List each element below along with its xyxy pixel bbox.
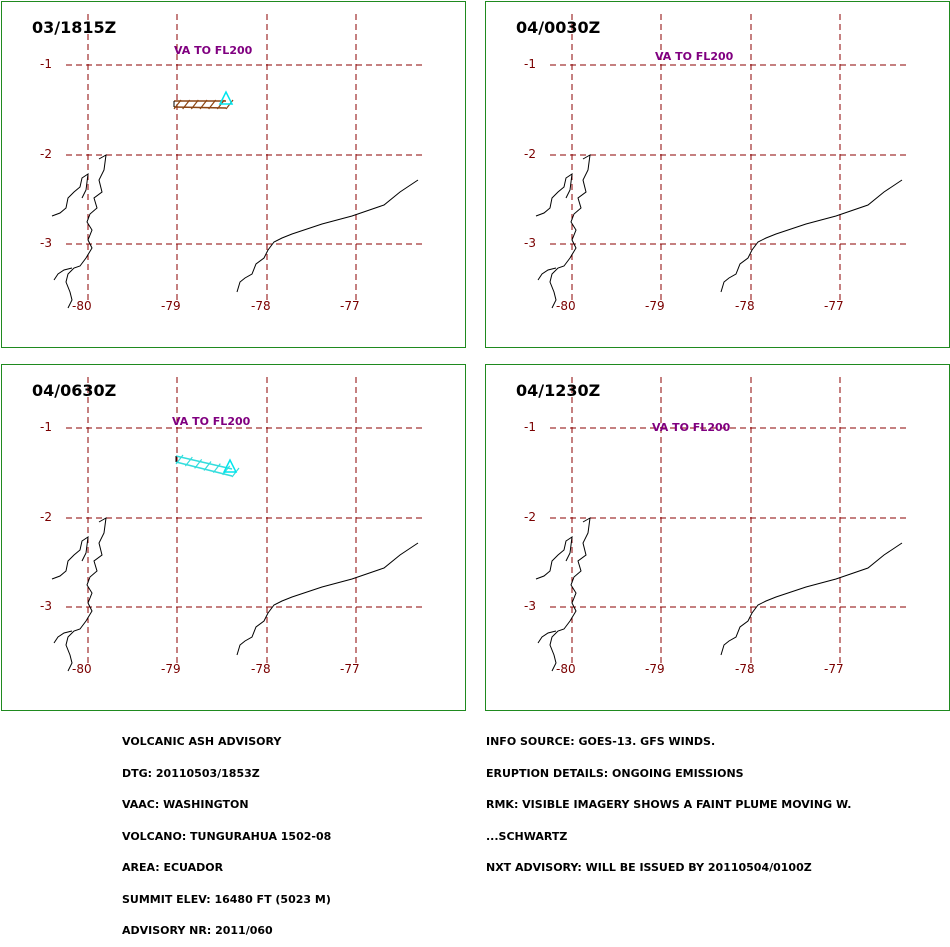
longitude-tick-label: -77 bbox=[824, 299, 844, 313]
country-border bbox=[720, 542, 903, 656]
latitude-tick-label: -2 bbox=[40, 510, 52, 524]
map-panel: 03/1815Z VA TO FL200 -1 -2 -3 -80 -79 -78 -77 bbox=[1, 1, 466, 348]
longitude-tick-label: -80 bbox=[72, 662, 92, 676]
latitude-tick-label: -2 bbox=[524, 510, 536, 524]
longitude-tick-label: -77 bbox=[340, 299, 360, 313]
latitude-tick-label: -3 bbox=[40, 599, 52, 613]
advisory-line: INFO SOURCE: GOES-13. GFS WINDS. bbox=[486, 735, 716, 748]
ash-plume bbox=[173, 99, 234, 110]
latitude-tick-label: -3 bbox=[524, 599, 536, 613]
coastline bbox=[65, 154, 107, 309]
advisory-right: INFO SOURCE: GOES-13. GFS WINDS. ERUPTIO… bbox=[486, 716, 851, 884]
coastline bbox=[65, 517, 107, 672]
panel-time: 03/1815Z bbox=[32, 18, 117, 37]
longitude-tick-label: -80 bbox=[556, 662, 576, 676]
latitude-tick-label: -1 bbox=[524, 57, 536, 71]
country-border bbox=[236, 179, 419, 293]
advisory-line: ERUPTION DETAILS: ONGOING EMISSIONS bbox=[486, 766, 744, 780]
advisory-line: VOLCANIC ASH ADVISORY bbox=[122, 735, 282, 748]
coastline bbox=[549, 517, 591, 672]
advisory-left: VOLCANIC ASH ADVISORY DTG: 20110503/1853… bbox=[122, 716, 331, 947]
panel-time: 04/0030Z bbox=[516, 18, 601, 37]
coastline bbox=[537, 267, 557, 281]
plume-hatch bbox=[212, 463, 221, 474]
ash-plume bbox=[175, 454, 240, 478]
plume-edge bbox=[175, 461, 233, 477]
advisory-line: VOLCANO: TUNGURAHUA 1502-08 bbox=[122, 829, 332, 843]
coastline bbox=[535, 172, 573, 217]
volcano-icon bbox=[222, 458, 238, 473]
ash-level-label: VA TO FL200 bbox=[652, 421, 731, 434]
plume-hatch bbox=[222, 465, 231, 476]
plume-hatch bbox=[194, 458, 203, 469]
longitude-tick-label: -78 bbox=[735, 299, 755, 313]
advisory-line: RMK: VISIBLE IMAGERY SHOWS A FAINT PLUME… bbox=[486, 798, 852, 811]
coastline bbox=[53, 630, 73, 644]
coastline bbox=[53, 267, 73, 281]
map-panel: 04/0030Z VA TO FL200 -1 -2 -3 -80 -79 -78 -77 bbox=[485, 1, 950, 348]
panel-time: 04/1230Z bbox=[516, 381, 601, 400]
longitude-tick-label: -79 bbox=[161, 299, 181, 313]
longitude-tick-label: -79 bbox=[645, 662, 665, 676]
advisory-line: AREA: ECUADOR bbox=[122, 861, 224, 874]
panel-time: 04/0630Z bbox=[32, 381, 117, 400]
plume-hatch bbox=[208, 99, 217, 110]
advisory-line: ADVISORY NR: 2011/060 bbox=[122, 924, 273, 937]
ash-level-label: VA TO FL200 bbox=[172, 415, 251, 428]
latitude-tick-label: -2 bbox=[524, 147, 536, 161]
advisory-line: SUMMIT ELEV: 16480 FT (5023 M) bbox=[122, 892, 331, 906]
plume-hatch bbox=[175, 454, 184, 465]
plume-hatch bbox=[182, 99, 191, 110]
latitude-tick-label: -1 bbox=[40, 420, 52, 434]
longitude-tick-label: -78 bbox=[251, 299, 271, 313]
plume-hatch bbox=[173, 99, 182, 110]
latitude-tick-label: -2 bbox=[40, 147, 52, 161]
plume-hatch bbox=[184, 456, 193, 467]
longitude-tick-label: -78 bbox=[735, 662, 755, 676]
advisory-line: DTG: 20110503/1853Z bbox=[122, 766, 260, 780]
map-canvas bbox=[535, 377, 906, 672]
advisory-line: VAAC: WASHINGTON bbox=[122, 798, 249, 811]
coastline bbox=[535, 535, 573, 580]
coastline bbox=[51, 172, 89, 217]
plume-edge bbox=[175, 455, 233, 470]
longitude-tick-label: -77 bbox=[824, 662, 844, 676]
plume-edge bbox=[173, 106, 227, 109]
longitude-tick-label: -77 bbox=[340, 662, 360, 676]
longitude-tick-label: -79 bbox=[645, 299, 665, 313]
map-canvas bbox=[535, 14, 906, 309]
advisory-line: ...SCHWARTZ bbox=[486, 829, 568, 843]
ash-level-label: VA TO FL200 bbox=[174, 44, 253, 57]
map-panel: 04/1230Z VA TO FL200 -1 -2 -3 -80 -79 -78 -77 bbox=[485, 364, 950, 711]
country-border bbox=[720, 179, 903, 293]
latitude-tick-label: -1 bbox=[40, 57, 52, 71]
ash-level-label: VA TO FL200 bbox=[655, 50, 734, 63]
longitude-tick-label: -80 bbox=[556, 299, 576, 313]
map-canvas bbox=[51, 377, 422, 672]
plume-hatch bbox=[199, 99, 208, 110]
map-panel: 04/0630Z VA TO FL200 -1 -2 -3 -80 -79 -78 -77 bbox=[1, 364, 466, 711]
coastline bbox=[51, 535, 89, 580]
longitude-tick-label: -79 bbox=[161, 662, 181, 676]
plume-hatch bbox=[190, 99, 199, 110]
volcano-icon bbox=[218, 90, 234, 105]
coastline bbox=[537, 630, 557, 644]
longitude-tick-label: -80 bbox=[72, 299, 92, 313]
latitude-tick-label: -3 bbox=[40, 236, 52, 250]
coastline bbox=[549, 154, 591, 309]
latitude-tick-label: -1 bbox=[524, 420, 536, 434]
latitude-tick-label: -3 bbox=[524, 236, 536, 250]
advisory-line: NXT ADVISORY: WILL BE ISSUED BY 20110504… bbox=[486, 861, 812, 874]
map-canvas bbox=[51, 14, 422, 309]
country-border bbox=[236, 542, 419, 656]
longitude-tick-label: -78 bbox=[251, 662, 271, 676]
plume-hatch bbox=[203, 461, 212, 471]
